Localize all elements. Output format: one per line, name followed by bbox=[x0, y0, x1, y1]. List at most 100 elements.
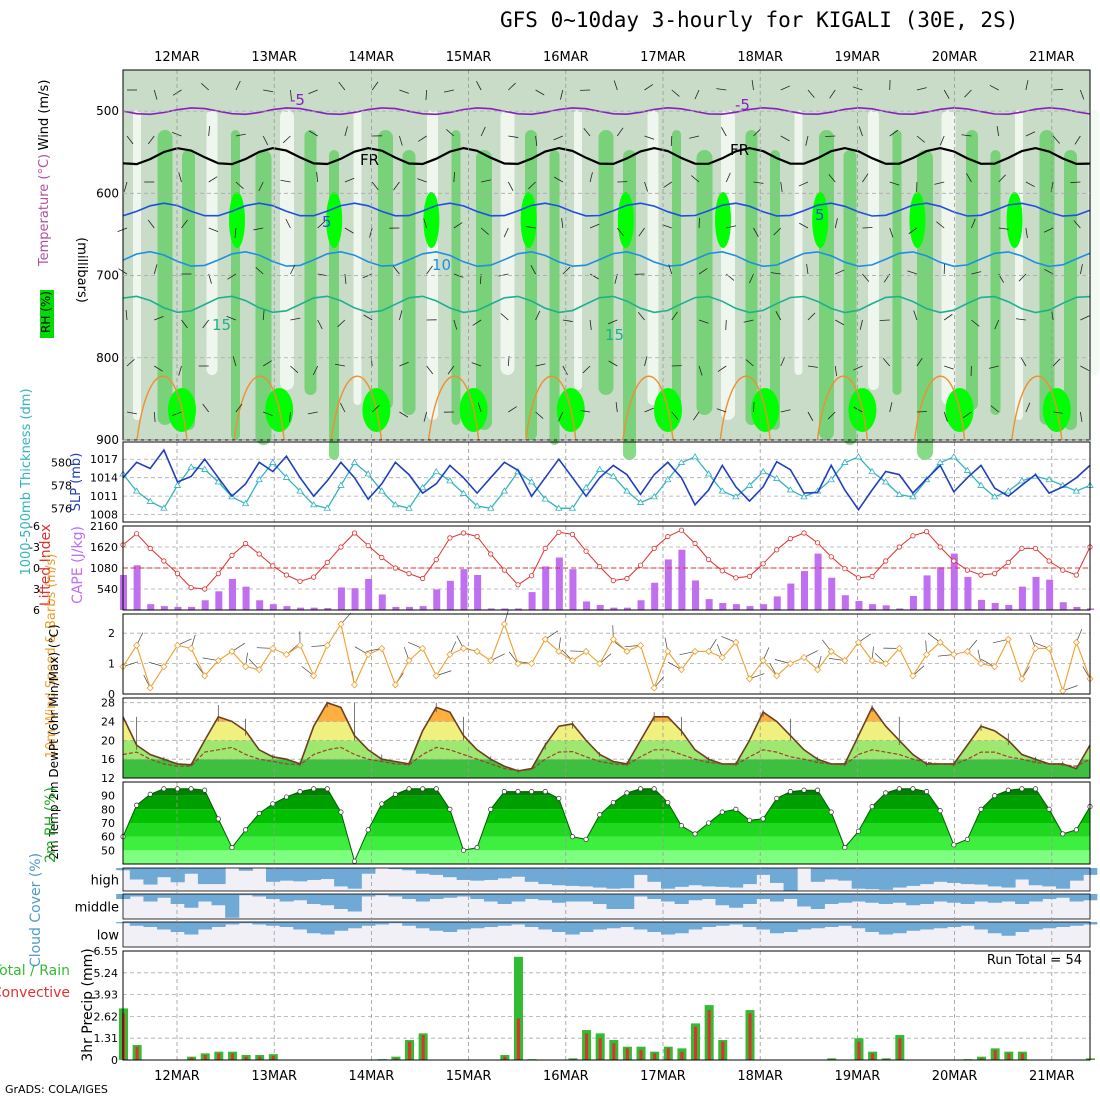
wind-barb bbox=[751, 80, 754, 91]
temp2m-panel: 12 16 20 24 28 bbox=[101, 697, 1091, 785]
lifted-point bbox=[992, 570, 998, 577]
rh-point bbox=[774, 795, 780, 801]
cloud-cover-bar bbox=[810, 868, 825, 882]
wind-barb bbox=[480, 227, 489, 235]
thickness-ylabel: 1000-500mb Thickness (dm) bbox=[19, 388, 34, 575]
rh-band bbox=[892, 130, 902, 395]
wind-barb bbox=[806, 264, 809, 275]
cloud-cover-bar bbox=[756, 922, 771, 930]
lifted-point bbox=[624, 575, 630, 582]
slp-ylabel: SLP (mb) bbox=[69, 453, 84, 512]
wind-barb bbox=[882, 358, 891, 367]
cloud-cover-bar bbox=[170, 922, 185, 932]
wind-barb bbox=[944, 365, 954, 370]
rh-point bbox=[624, 790, 630, 796]
cloud-cover-bar bbox=[838, 922, 853, 926]
rh-point bbox=[951, 842, 957, 848]
wind-barb bbox=[418, 135, 427, 142]
wind-barb bbox=[1025, 227, 1028, 238]
wind-barb bbox=[417, 178, 427, 183]
wind-barb bbox=[363, 314, 373, 321]
wind-barb bbox=[1025, 80, 1029, 91]
rh-tick-label: 80 bbox=[101, 803, 115, 816]
wind-barb bbox=[308, 89, 318, 95]
precip-tick-label: 5.24 bbox=[94, 967, 119, 980]
grads-credit: GrADS: COLA/IGES bbox=[5, 1083, 108, 1096]
wind-barb bbox=[258, 181, 264, 192]
wind-barb bbox=[1043, 227, 1054, 233]
wind-barb bbox=[780, 181, 783, 192]
rh-band bbox=[1064, 150, 1077, 430]
wind-barb bbox=[126, 135, 134, 145]
cloud-cover-bar bbox=[1015, 922, 1030, 932]
bottom-date-axis: 12MAR 13MAR 14MAR 15MAR 16MAR 17MAR 18MAR 19MAR… bbox=[154, 1069, 1074, 1084]
wind-legend-label: Wind (m/s) bbox=[37, 80, 52, 151]
cape-bar bbox=[419, 606, 427, 610]
cloud-cover-bar bbox=[211, 922, 226, 927]
lifted-point bbox=[447, 535, 453, 541]
cloud-cover-bar bbox=[238, 868, 253, 871]
lifted-point bbox=[215, 570, 221, 577]
lifted-point bbox=[964, 567, 971, 573]
rh-point bbox=[583, 836, 589, 842]
wind-speed-point bbox=[1059, 687, 1067, 695]
cloud-cover-bar bbox=[225, 922, 240, 925]
lifted-point bbox=[542, 545, 548, 552]
rh-moist-core bbox=[715, 192, 731, 248]
wind-barb bbox=[862, 273, 870, 282]
thickness-tick-label: 578 bbox=[51, 479, 72, 492]
wind-speed-point bbox=[1004, 635, 1012, 643]
rh-band bbox=[672, 130, 681, 410]
rh-frame bbox=[122, 781, 1091, 865]
precip-conv-bar bbox=[516, 1018, 520, 1060]
wind-speed-point bbox=[1018, 675, 1026, 683]
wind-barb bbox=[1053, 411, 1064, 414]
cloud-cover-bar bbox=[197, 868, 213, 885]
bottom-date-tick-label: 16MAR bbox=[543, 1069, 589, 1084]
wind-barb bbox=[371, 404, 380, 413]
wind-barb bbox=[637, 311, 645, 321]
wind-barb bbox=[745, 359, 754, 367]
rh-point bbox=[256, 810, 262, 816]
wind-barb bbox=[916, 411, 927, 413]
wind-barb bbox=[825, 135, 836, 137]
wind-barb bbox=[998, 227, 1009, 230]
cloud-cover-bar bbox=[565, 922, 580, 935]
cloud-cover-bar bbox=[1069, 894, 1084, 902]
thickness-point bbox=[391, 501, 400, 508]
wind-barb bbox=[290, 317, 301, 321]
rh-point bbox=[174, 786, 181, 792]
rh-point bbox=[215, 816, 221, 822]
lifted-point bbox=[651, 545, 657, 552]
wind-barb bbox=[827, 411, 836, 420]
wind-speed-point bbox=[446, 650, 454, 659]
cape-bar bbox=[256, 600, 264, 610]
top-date-axis: 12MAR 13MAR 14MAR 15MAR 16MAR 17MAR 18MAR 19MAR… bbox=[154, 50, 1074, 65]
rh-point bbox=[1019, 786, 1025, 792]
cloud-cover-bar bbox=[987, 894, 1002, 903]
upper-air-ylabel: (millibars) bbox=[74, 237, 89, 303]
wind-barb bbox=[312, 365, 319, 376]
lifted-point bbox=[855, 575, 862, 581]
rh-band bbox=[868, 110, 879, 390]
cloud-cover-bar bbox=[892, 894, 907, 903]
lifted-point bbox=[528, 573, 535, 579]
wind-barb bbox=[178, 365, 182, 376]
wind-barb bbox=[508, 406, 517, 413]
wind-barb bbox=[561, 218, 564, 229]
lifted-point bbox=[297, 578, 303, 584]
top-date-tick-label: 20MAR bbox=[932, 50, 978, 65]
wind-speed-point bbox=[677, 666, 685, 674]
wind-barb bbox=[285, 218, 291, 229]
rh-band bbox=[231, 130, 240, 440]
cloud-cover-bar bbox=[388, 868, 403, 870]
wind-barb bbox=[780, 135, 790, 142]
cloud-cover-bar bbox=[415, 894, 430, 902]
cloud-cover-bar bbox=[129, 868, 144, 880]
wind-barb bbox=[943, 411, 948, 422]
wind-barb bbox=[988, 365, 999, 369]
cloud-cover-bar bbox=[1015, 868, 1030, 880]
wind-barb bbox=[753, 128, 761, 137]
cloud-cover-bar bbox=[483, 922, 499, 927]
wind-barb bbox=[663, 181, 673, 188]
